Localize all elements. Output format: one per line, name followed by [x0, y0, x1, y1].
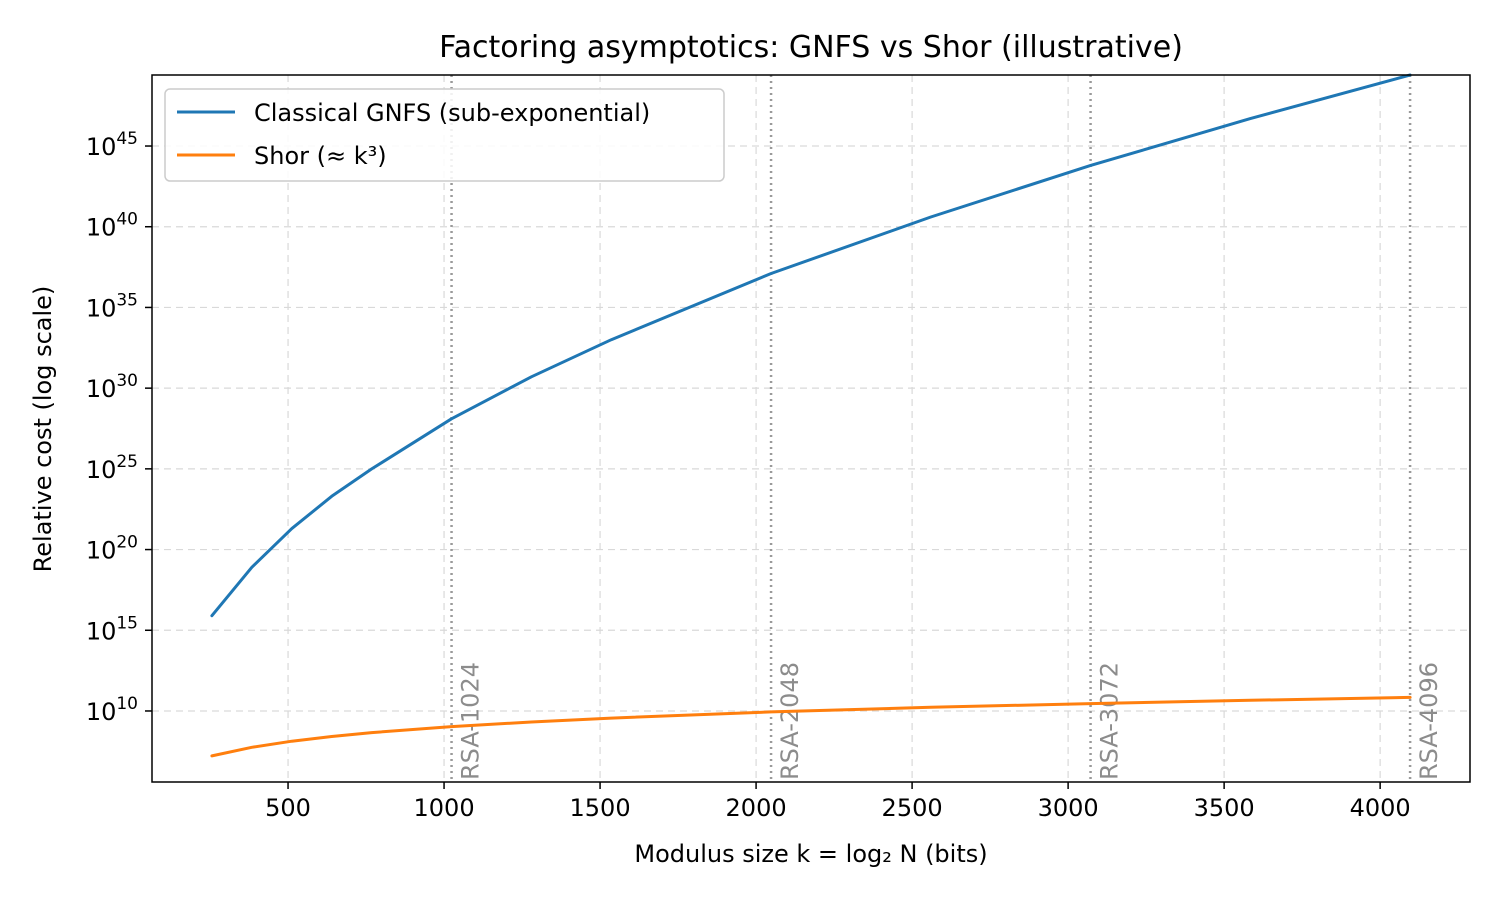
- y-axis-ticks: 1010 1015 1020 1025 1030 1035 1040 1045: [86, 129, 152, 726]
- y-tick-label: 1040: [86, 210, 138, 242]
- x-tick-label: 3000: [1038, 794, 1099, 822]
- x-tick-label: 2500: [882, 794, 943, 822]
- series-lines: [210, 73, 1412, 758]
- legend-box: [164, 88, 725, 182]
- legend-label-shor: Shor (≈ k³): [254, 142, 387, 170]
- x-tick-label: 4000: [1350, 794, 1411, 822]
- plot-area-background: [152, 75, 1470, 782]
- y-tick-label: 1010: [86, 694, 138, 726]
- plot-frame: [151, 74, 1471, 783]
- y-tick-label: 1015: [86, 613, 138, 645]
- y-tick-label: 1020: [86, 533, 138, 565]
- chart-title: Factoring asymptotics: GNFS vs Shor (ill…: [439, 30, 1183, 65]
- x-axis-ticks: 500 1000 1500 2000 2500 3000 3500 4000: [265, 782, 1411, 822]
- y-tick-label: 1030: [86, 371, 138, 403]
- y-tick-label: 1025: [86, 452, 138, 484]
- x-axis-label: Modulus size k = log₂ N (bits): [634, 840, 987, 868]
- reference-line-label: RSA-2048: [776, 662, 804, 780]
- x-tick-label: 2000: [726, 794, 787, 822]
- legend-label-gnfs: Classical GNFS (sub-exponential): [254, 99, 650, 127]
- reference-lines: RSA-1024 RSA-2048 RSA-3072 RSA-4096: [450, 75, 1443, 782]
- reference-line-label: RSA-3072: [1096, 662, 1124, 780]
- reference-line-label: RSA-1024: [457, 662, 485, 780]
- series-line-gnfs: [210, 73, 1412, 618]
- y-axis-label: Relative cost (log scale): [29, 286, 57, 573]
- x-tick-label: 3500: [1194, 794, 1255, 822]
- series-line-shor: [210, 695, 1412, 758]
- legend: Classical GNFS (sub-exponential) Shor (≈…: [164, 88, 725, 182]
- x-tick-label: 500: [265, 794, 311, 822]
- x-tick-label: 1000: [414, 794, 475, 822]
- x-tick-label: 1500: [570, 794, 631, 822]
- reference-line-label: RSA-4096: [1415, 662, 1443, 780]
- y-tick-label: 1035: [86, 290, 138, 322]
- y-tick-label: 1045: [86, 129, 138, 161]
